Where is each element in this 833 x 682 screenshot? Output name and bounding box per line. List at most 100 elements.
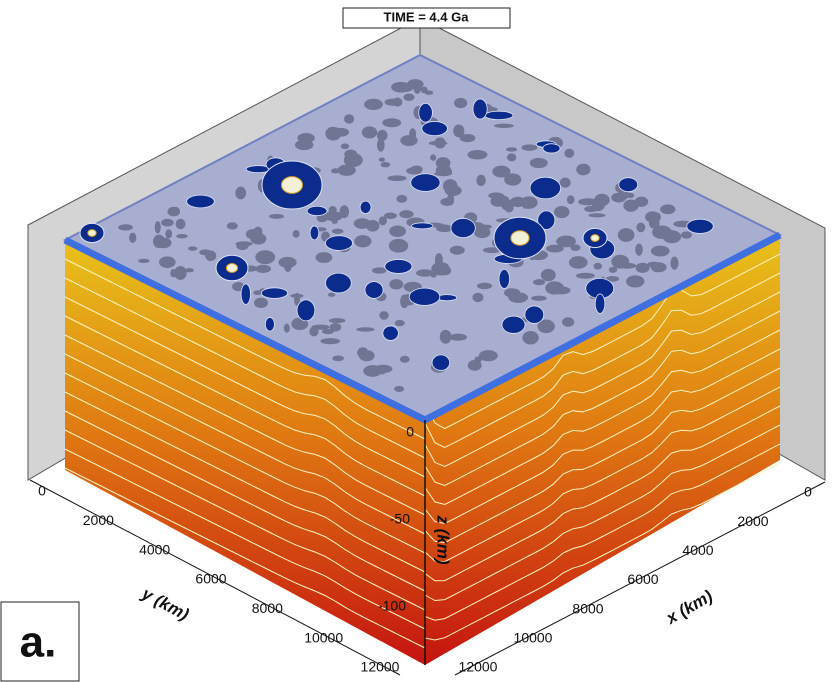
gray-patch	[635, 243, 643, 255]
gray-patch	[329, 206, 337, 214]
blue-patch	[432, 355, 450, 371]
gray-patch	[382, 118, 401, 127]
gray-patch	[490, 196, 505, 207]
gray-patch	[387, 175, 406, 181]
gray-patch	[284, 323, 290, 332]
gray-patch	[569, 256, 588, 269]
gray-patch	[413, 81, 421, 94]
gray-patch	[570, 244, 580, 251]
blue-patch	[595, 294, 605, 313]
y-tick-label: 2000	[83, 512, 114, 528]
gray-patch	[155, 221, 161, 233]
gray-patch	[670, 256, 678, 269]
z-axis-label: z (km)	[434, 514, 453, 564]
blue-patch	[485, 111, 514, 119]
gray-patch	[293, 230, 300, 238]
hot-spot	[226, 264, 237, 273]
x-tick-label: 2000	[737, 513, 768, 529]
blue-patch	[385, 259, 412, 273]
gray-patch	[411, 165, 423, 172]
x-tick-label: 10000	[514, 630, 553, 646]
gray-patch	[531, 296, 547, 301]
gray-patch	[594, 194, 610, 206]
blue-patch	[473, 99, 487, 119]
gray-patch	[236, 242, 248, 250]
hot-spot	[282, 177, 303, 194]
blue-patch	[419, 103, 433, 122]
gray-patch	[356, 327, 375, 331]
gray-patch	[541, 269, 556, 282]
gray-patch	[533, 279, 545, 285]
gray-patch	[172, 207, 180, 216]
gray-patch	[546, 245, 564, 253]
gray-patch	[397, 195, 408, 203]
gray-patch	[379, 216, 387, 225]
gray-patch	[530, 158, 548, 168]
gray-patch	[379, 311, 388, 320]
gray-patch	[436, 165, 452, 177]
hot-spot	[511, 231, 529, 246]
gray-patch	[430, 154, 436, 160]
figure: TIME = 4.4 Ga a. y (km) x (km) z (km) 02…	[0, 0, 833, 682]
gray-patch	[165, 229, 172, 238]
gray-patch	[394, 86, 413, 92]
y-tick-label: 10000	[304, 629, 343, 645]
gray-patch	[138, 259, 150, 263]
gray-patch	[443, 179, 458, 193]
gray-patch	[476, 175, 485, 186]
gray-patch	[504, 173, 521, 185]
gray-patch	[362, 126, 377, 138]
gray-patch	[188, 246, 197, 250]
blue-patch	[530, 177, 561, 199]
blue-patch	[297, 300, 315, 321]
x-tick-label: 4000	[682, 542, 713, 558]
gray-patch	[344, 114, 354, 123]
blue-patch	[241, 284, 250, 304]
gray-patch	[399, 210, 413, 218]
title: TIME = 4.4 Ga	[384, 9, 470, 24]
gray-patch	[325, 127, 341, 141]
gray-patch	[395, 320, 405, 326]
blue-patch	[360, 201, 371, 213]
blue-patch	[687, 219, 714, 233]
gray-patch	[440, 198, 454, 206]
gray-patch	[618, 228, 635, 242]
gray-patch	[205, 250, 216, 261]
gray-patch	[554, 206, 569, 218]
gray-patch	[250, 233, 266, 245]
gray-patch	[636, 263, 650, 273]
gray-patch	[508, 292, 528, 302]
gray-patch	[332, 355, 344, 361]
y-axis-label: y (km)	[138, 583, 192, 624]
gray-patch	[400, 356, 410, 363]
x-tick-label: 6000	[627, 571, 658, 587]
gray-patch	[311, 324, 329, 329]
blue-patch	[187, 195, 215, 208]
gray-patch	[377, 138, 385, 151]
gray-patch	[506, 147, 517, 151]
x-tick-label: 12000	[459, 659, 498, 675]
gray-patch	[269, 214, 284, 219]
gray-patch	[562, 317, 574, 327]
blue-patch	[525, 306, 544, 324]
blue-patch	[383, 326, 399, 340]
gray-patch	[594, 263, 603, 270]
y-tick-label: 12000	[361, 659, 400, 675]
gray-patch	[609, 267, 617, 273]
blue-patch	[307, 206, 327, 215]
blue-patch	[326, 273, 352, 293]
gray-patch	[522, 144, 538, 151]
gray-patch	[153, 235, 165, 248]
gray-patch	[556, 239, 570, 244]
hot-spot	[88, 230, 96, 237]
blue-patch	[499, 269, 510, 288]
gray-patch	[255, 265, 271, 273]
gray-patch	[400, 135, 417, 146]
z-tick-label: -100	[378, 598, 406, 614]
gray-patch	[389, 225, 406, 236]
gray-patch	[576, 164, 590, 176]
gray-patch	[564, 149, 574, 158]
gray-patch	[322, 329, 334, 334]
blue-patch	[619, 178, 638, 192]
gray-patch	[118, 224, 133, 230]
